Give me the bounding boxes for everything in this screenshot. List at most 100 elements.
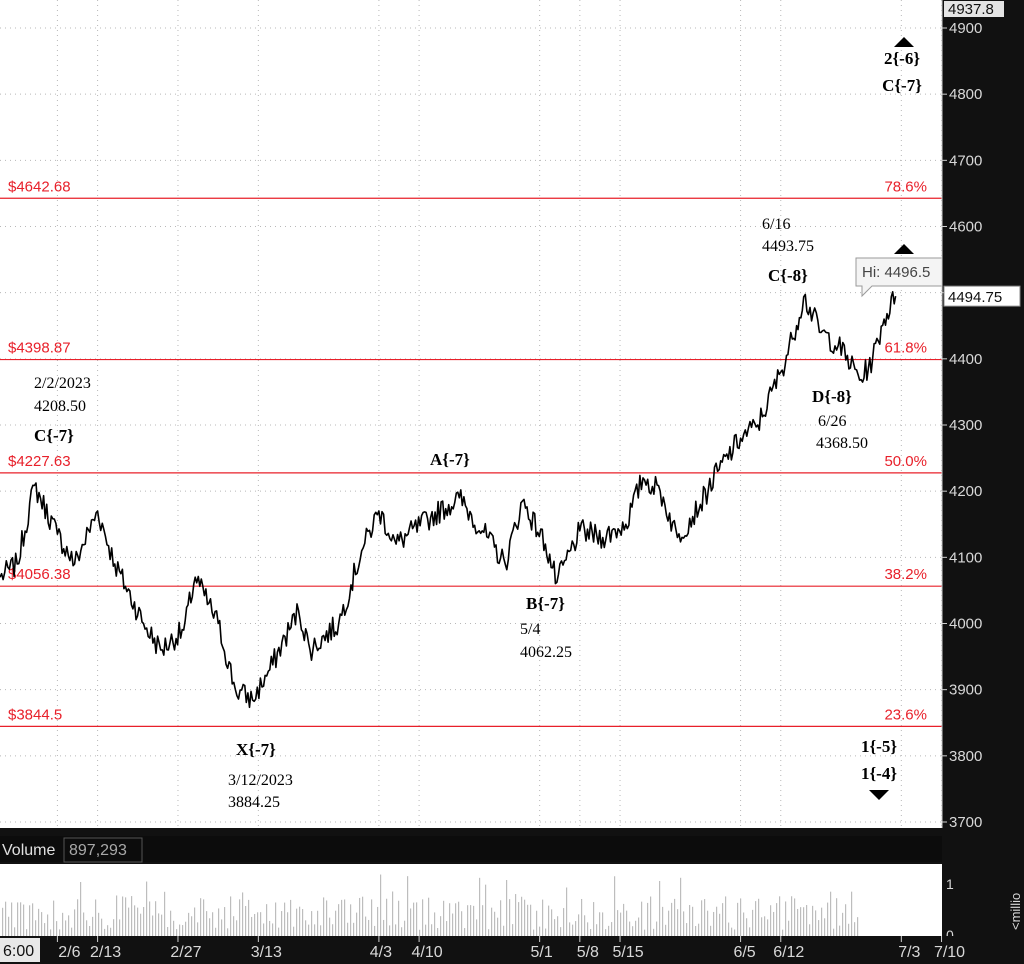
volume-bar: [497, 917, 499, 936]
volume-bar: [443, 900, 445, 936]
volume-bar: [767, 919, 769, 936]
volume-bar: [803, 907, 805, 936]
axis-tick-label: 4100: [949, 549, 982, 566]
price-axis-bg: [942, 0, 1024, 828]
volume-bar: [686, 923, 688, 936]
volume-bar: [599, 912, 601, 936]
volume-bar: [26, 929, 28, 936]
volume-bar: [308, 924, 310, 936]
volume-bar: [398, 900, 400, 936]
current-price-box: [943, 285, 1021, 307]
volume-bar: [53, 900, 55, 936]
volume-bar: [305, 920, 307, 936]
volume-bar: [725, 896, 727, 936]
volume-bar: [311, 911, 313, 936]
volume-bar: [35, 920, 37, 936]
volume-bar: [41, 912, 43, 936]
volume-bar: [581, 898, 583, 936]
volume-bar: [341, 899, 343, 936]
volume-bar: [572, 924, 574, 936]
volume-bar: [827, 902, 829, 936]
volume-bar: [563, 908, 565, 936]
volume-bar: [251, 916, 253, 936]
volume-bar: [836, 898, 838, 936]
volume-bar: [857, 917, 859, 936]
volume-bar: [587, 922, 589, 936]
volume-title: Volume: [2, 842, 55, 859]
volume-bar: [467, 905, 469, 936]
volume-bar: [794, 898, 796, 936]
volume-bar: [509, 899, 511, 936]
volume-bar: [824, 918, 826, 936]
fib-levels: $4642.68 78.6% $4398.87 61.8% $4227.63 50.0% $…: [0, 178, 942, 727]
volume-bar: [638, 917, 640, 936]
volume-bar: [95, 899, 97, 936]
volume-bar: [521, 896, 523, 936]
volume-bar: [113, 919, 115, 936]
volume-bar: [455, 903, 457, 936]
volume-bar: [143, 907, 145, 936]
volume-bar: [533, 929, 535, 936]
volume-bar: [671, 902, 673, 936]
wave-label-c8: C{-8}: [768, 266, 808, 285]
volume-bar: [86, 920, 88, 936]
volume-bar: [656, 921, 658, 936]
volume-bar: [611, 922, 613, 936]
time-tick-label: 4/3: [370, 944, 392, 961]
fib-percent-label: 50.0%: [884, 453, 927, 470]
axis-tick-label: 3800: [949, 748, 982, 765]
annotation-date: 5/4: [520, 621, 540, 638]
axis-tick-label: 4600: [949, 219, 982, 236]
volume-bar: [731, 927, 733, 936]
volume-bar: [23, 904, 25, 936]
volume-bar: [392, 891, 394, 936]
volume-bar: [632, 926, 634, 936]
volume-bar: [506, 879, 508, 936]
volume-axis-unit: <millio: [1008, 893, 1023, 930]
volume-bar: [80, 881, 82, 936]
volume-bar: [149, 901, 151, 936]
volume-bar: [362, 896, 364, 936]
volume-bar: [776, 903, 778, 936]
volume-bar: [335, 910, 337, 936]
wave-label-d8: D{-8}: [812, 387, 852, 406]
volume-bar: [728, 922, 730, 936]
volume-bar: [20, 902, 22, 936]
volume-bar: [11, 902, 13, 936]
volume-bar: [326, 900, 328, 936]
volume-bar: [842, 912, 844, 936]
volume-bar: [365, 916, 367, 936]
axis-tick-label: 4400: [949, 351, 982, 368]
fib-percent-label: 38.2%: [884, 566, 927, 583]
volume-bar: [17, 902, 19, 936]
volume-bar: [338, 904, 340, 936]
volume-bar: [545, 928, 547, 936]
volume-bar: [278, 927, 280, 936]
volume-bar: [482, 905, 484, 936]
volume-bar: [839, 925, 841, 936]
volume-bar: [770, 905, 772, 936]
volume-bar: [185, 921, 187, 936]
volume-bar: [158, 913, 160, 936]
volume-bar: [518, 902, 520, 936]
volume-bar: [38, 908, 40, 936]
volume-bar: [5, 901, 7, 936]
volume-bar: [542, 899, 544, 936]
volume-bar: [830, 891, 832, 936]
volume-bar: [575, 921, 577, 936]
volume-bar: [47, 914, 49, 936]
volume-bar: [68, 915, 70, 936]
volume-bar: [620, 912, 622, 936]
volume-header-bg: [0, 836, 942, 862]
volume-bar: [245, 906, 247, 936]
volume-bar: [317, 910, 319, 936]
volume-bar: [440, 916, 442, 936]
volume-bar: [92, 916, 94, 936]
volume-bar: [272, 923, 274, 936]
volume-bar: [692, 906, 694, 936]
volume-bar: [119, 919, 121, 936]
volume-bar: [740, 898, 742, 936]
volume-bar: [383, 919, 385, 936]
volume-bar: [386, 898, 388, 936]
